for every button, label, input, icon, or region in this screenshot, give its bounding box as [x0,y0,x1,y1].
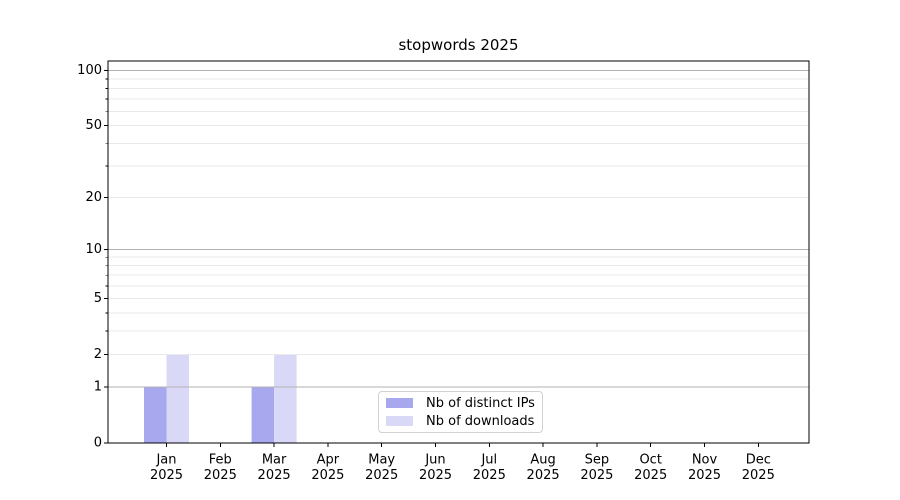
legend-item-downloads: Nb of downloads [386,413,542,429]
legend: Nb of distinct IPs Nb of downloads [378,391,543,433]
bar-downloads-mar [274,354,297,443]
x-tick-label-year: 2025 [311,468,344,483]
x-tick-label-year: 2025 [527,468,560,483]
x-tick-label-year: 2025 [204,468,237,483]
x-tick-label-year: 2025 [419,468,452,483]
bar-distinct-ips-jan [144,387,167,443]
x-tick-label-year: 2025 [473,468,506,483]
y-tick-label: 50 [85,118,102,133]
x-tick-label-month: Dec [746,453,771,468]
legend-swatch-downloads [386,416,413,426]
bar-distinct-ips-mar [251,387,275,443]
x-tick-label-year: 2025 [688,468,721,483]
legend-item-distinct-ips: Nb of distinct IPs [386,395,542,411]
x-tick-label-month: Feb [209,453,232,468]
x-tick-label-year: 2025 [580,468,613,483]
x-tick-label-month: Jun [424,453,445,468]
legend-swatch-distinct-ips [386,398,413,408]
x-tick-label-year: 2025 [150,468,183,483]
x-tick-label-month: Sep [585,453,610,468]
chart-title: stopwords 2025 [398,36,519,54]
x-tick-label-year: 2025 [365,468,398,483]
x-tick-label-month: Jul [480,453,497,468]
x-tick-label-year: 2025 [742,468,775,483]
x-tick-label-month: Nov [692,453,718,468]
y-tick-label: 10 [85,242,102,257]
y-tick-label: 100 [77,63,102,78]
x-tick-label-month: Jan [155,453,176,468]
x-tick-label-month: Apr [317,453,340,468]
x-tick-label-month: Oct [639,453,661,468]
x-tick-label-month: Mar [262,453,287,468]
legend-label-distinct-ips: Nb of distinct IPs [426,395,535,411]
y-tick-label: 2 [94,347,102,362]
y-tick-label: 0 [94,436,102,451]
y-tick-label: 1 [94,380,102,395]
axes-spines [107,60,810,444]
x-tick-label-year: 2025 [258,468,291,483]
x-tick-label-year: 2025 [634,468,667,483]
x-tick-label-month: Aug [530,453,555,468]
legend-label-downloads: Nb of downloads [426,413,535,429]
y-tick-label: 5 [94,291,102,306]
y-tick-label: 20 [85,190,102,205]
bar-downloads-jan [166,354,189,443]
x-tick-label-month: May [368,453,395,468]
